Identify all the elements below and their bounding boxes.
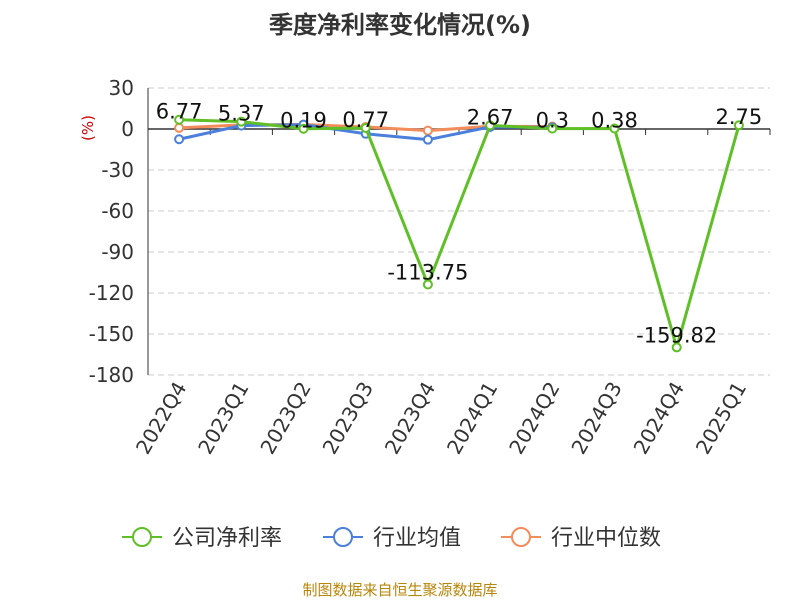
x-tick-label: 2024Q2 (504, 378, 564, 459)
data-label: 0.38 (591, 108, 638, 132)
x-tick-label: 2024Q3 (566, 378, 626, 459)
y-tick-label: -90 (101, 240, 134, 264)
x-tick-label: 2023Q4 (380, 378, 440, 459)
x-tick-label: 2023Q2 (255, 378, 315, 459)
data-point[interactable] (609, 123, 620, 134)
data-label: 5.37 (218, 102, 265, 126)
legend-marker-icon (511, 527, 531, 547)
y-tick-label: -30 (101, 158, 134, 182)
data-labels: 6.77 5.37 0.19 0.77 -113.75 2.67 0.3 0.38 -159.8… (156, 100, 763, 348)
x-tick-label: 2023Q3 (318, 378, 378, 459)
data-point[interactable] (174, 134, 185, 145)
series-lines (174, 114, 744, 353)
legend-item[interactable]: 行业中位数 (501, 526, 661, 551)
data-point[interactable] (236, 116, 247, 127)
legend[interactable]: 公司净利率 行业均值 行业中位数 (122, 526, 661, 551)
x-tick-label: 2025Q1 (691, 378, 751, 459)
y-tick-label: 30 (109, 76, 134, 100)
legend-label: 行业均值 (373, 526, 461, 551)
y-tick-label: -60 (101, 199, 134, 223)
data-label: -113.75 (387, 260, 468, 284)
legend-item[interactable]: 行业均值 (323, 526, 461, 551)
data-point[interactable] (174, 122, 185, 133)
x-tick-label: 2024Q4 (629, 378, 689, 459)
y-axis-unit-label: (%) (79, 115, 97, 141)
data-point[interactable] (298, 123, 309, 134)
data-label: 6.77 (156, 100, 203, 124)
y-tick-label: -120 (89, 281, 134, 305)
data-point[interactable] (485, 120, 496, 131)
data-label: 0.3 (536, 109, 569, 133)
x-tick-label: 2022Q4 (131, 378, 191, 459)
source-note: 制图数据来自恒生聚源数据库 (302, 581, 497, 599)
legend-item[interactable]: 公司净利率 (122, 526, 282, 551)
y-tick-label: -150 (89, 322, 134, 346)
y-tick-label: 0 (121, 117, 134, 141)
legend-label: 公司净利率 (172, 526, 282, 551)
data-label: 0.77 (342, 108, 389, 132)
grid-lines (148, 87, 770, 376)
legend-marker-icon (132, 527, 152, 547)
data-point[interactable] (422, 134, 433, 145)
legend-marker-icon (333, 527, 353, 547)
y-tick-label: -180 (89, 363, 134, 387)
legend-label: 行业中位数 (551, 526, 661, 551)
data-label: 2.67 (467, 105, 514, 129)
data-label: -159.82 (636, 323, 717, 347)
data-point[interactable] (360, 122, 371, 133)
x-tick-label: 2023Q1 (193, 378, 253, 459)
series-line (179, 118, 741, 349)
data-label: 0.19 (280, 109, 327, 133)
data-point[interactable] (174, 114, 185, 125)
data-point[interactable] (422, 125, 433, 136)
data-point[interactable] (671, 342, 682, 353)
data-point[interactable] (547, 123, 558, 134)
data-point[interactable] (733, 120, 744, 131)
data-point[interactable] (422, 279, 433, 290)
x-tick-label: 2024Q1 (442, 377, 502, 458)
data-label: 2.75 (716, 105, 763, 129)
chart-title: 季度净利率变化情况(%) (269, 11, 531, 39)
